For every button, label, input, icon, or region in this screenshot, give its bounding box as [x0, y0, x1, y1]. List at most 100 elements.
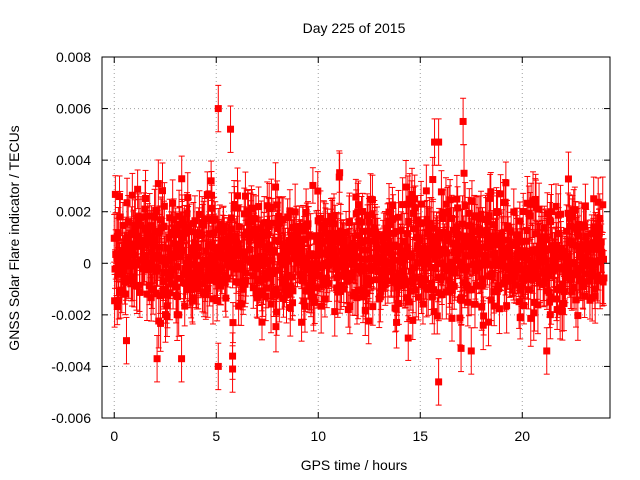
- data-point: [448, 214, 456, 222]
- data-point: [319, 250, 327, 258]
- data-point: [439, 208, 447, 216]
- data-point: [187, 286, 195, 294]
- data-point: [417, 200, 425, 208]
- data-point: [480, 312, 488, 320]
- data-point: [317, 232, 325, 240]
- data-point: [553, 241, 561, 249]
- data-point: [168, 265, 176, 273]
- data-point: [449, 226, 457, 234]
- data-point: [194, 252, 202, 260]
- data-point: [253, 265, 261, 273]
- data-point: [202, 291, 210, 299]
- data-point: [399, 201, 407, 209]
- data-point: [253, 290, 261, 298]
- data-point: [490, 302, 498, 310]
- data-point: [338, 271, 346, 279]
- data-point: [365, 237, 373, 245]
- data-point: [213, 297, 221, 305]
- data-point: [346, 302, 354, 310]
- data-point: [414, 293, 422, 301]
- data-point: [163, 302, 171, 310]
- data-point: [257, 225, 265, 233]
- data-point: [267, 203, 275, 211]
- data-point: [366, 277, 374, 285]
- data-point: [140, 260, 148, 268]
- data-point: [128, 191, 136, 199]
- data-point: [176, 274, 184, 282]
- data-point: [279, 294, 287, 302]
- data-point: [322, 237, 330, 245]
- data-point: [242, 269, 250, 277]
- data-point: [403, 243, 411, 251]
- data-point: [143, 290, 151, 298]
- data-point: [286, 207, 294, 215]
- data-point: [321, 295, 329, 303]
- data-point: [327, 230, 335, 238]
- data-point: [191, 272, 199, 280]
- data-point: [540, 224, 548, 232]
- data-point: [181, 302, 189, 310]
- data-point: [410, 264, 418, 272]
- data-point: [355, 254, 363, 262]
- data-point: [279, 216, 287, 224]
- data-point: [114, 233, 122, 241]
- data-point: [487, 188, 495, 196]
- data-point: [464, 298, 472, 306]
- data-point: [281, 285, 289, 293]
- data-point: [393, 318, 401, 326]
- data-point: [474, 250, 482, 258]
- data-point: [281, 243, 289, 251]
- data-point: [111, 190, 119, 198]
- data-point: [186, 228, 194, 236]
- data-point: [467, 286, 475, 294]
- data-point: [189, 294, 197, 302]
- data-point: [381, 266, 389, 274]
- data-point: [517, 283, 525, 291]
- data-point: [372, 238, 380, 246]
- data-point: [300, 297, 308, 305]
- data-point: [444, 266, 452, 274]
- data-point: [494, 208, 502, 216]
- data-point: [539, 237, 547, 245]
- data-point: [136, 288, 144, 296]
- data-point: [384, 224, 392, 232]
- data-point: [510, 208, 518, 216]
- data-point: [436, 228, 444, 236]
- data-point: [229, 319, 237, 327]
- data-point: [188, 261, 196, 269]
- data-point: [223, 275, 231, 283]
- data-point: [178, 175, 186, 183]
- data-point: [269, 219, 277, 227]
- data-point: [272, 323, 280, 331]
- data-point: [177, 253, 185, 261]
- data-point: [177, 230, 185, 238]
- data-point: [428, 280, 436, 288]
- data-point: [211, 216, 219, 224]
- data-point: [336, 287, 344, 295]
- data-point: [307, 232, 315, 240]
- data-point: [361, 255, 369, 263]
- data-point: [403, 294, 411, 302]
- data-point: [304, 220, 312, 228]
- data-point: [164, 244, 172, 252]
- data-point: [526, 212, 534, 220]
- data-point: [149, 285, 157, 293]
- data-point: [555, 229, 563, 237]
- data-point: [547, 208, 555, 216]
- data-point: [291, 208, 299, 216]
- data-point: [283, 290, 291, 298]
- data-point: [135, 215, 143, 223]
- data-point: [249, 284, 257, 292]
- data-point: [306, 286, 314, 294]
- data-point: [547, 293, 555, 301]
- data-point: [374, 232, 382, 240]
- data-point: [501, 273, 509, 281]
- data-point: [478, 261, 486, 269]
- data-point: [147, 248, 155, 256]
- data-point: [354, 208, 362, 216]
- data-point: [154, 180, 162, 188]
- data-point: [497, 190, 505, 198]
- data-point: [288, 273, 296, 281]
- data-point: [568, 288, 576, 296]
- data-point: [479, 227, 487, 235]
